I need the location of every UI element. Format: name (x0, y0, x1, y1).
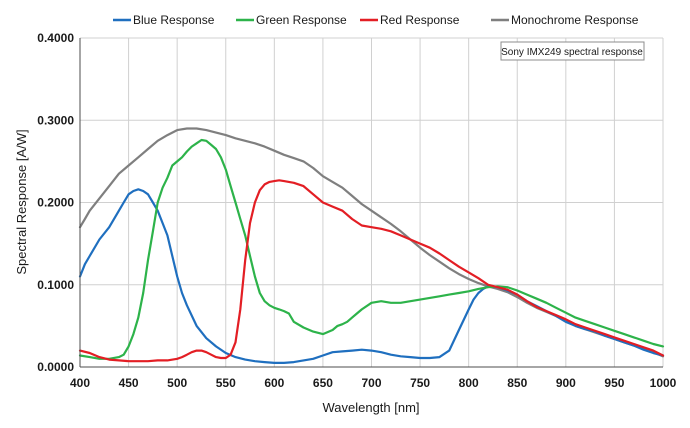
x-tick-labels: 400 450 500 550 600 650 700 750 800 850 900 950 1000 (70, 376, 677, 390)
legend-item-green-response: Green Response (236, 13, 347, 27)
x-tick-label: 900 (556, 376, 576, 390)
legend-label: Red Response (380, 13, 460, 27)
legend-label: Monochrome Response (511, 13, 639, 27)
annotation-text: Sony IMX249 spectral response (501, 47, 643, 58)
x-tick-label: 950 (604, 376, 624, 390)
series-layer (78, 127, 665, 364)
x-tick-label: 400 (70, 376, 90, 390)
x-tick-label: 700 (361, 376, 381, 390)
y-tick-labels: 0.0000 0.1000 0.2000 0.3000 0.4000 (37, 31, 74, 374)
x-axis-title: Wavelength [nm] (322, 400, 419, 415)
x-tick-label: 850 (507, 376, 527, 390)
y-axis-title: Spectral Response [A/W] (14, 129, 29, 274)
x-tick-label: 600 (264, 376, 284, 390)
y-tick-label: 0.4000 (37, 31, 74, 45)
x-tick-label: 750 (410, 376, 430, 390)
x-tick-label: 800 (459, 376, 479, 390)
grid (80, 37, 664, 367)
y-tick-label: 0.3000 (37, 113, 74, 127)
red-response-line (78, 179, 665, 363)
x-tick-label: 1000 (650, 376, 677, 390)
legend-item-blue-response: Blue Response (113, 13, 215, 27)
legend-label: Green Response (256, 13, 347, 27)
x-tick-label: 550 (216, 376, 236, 390)
y-tick-label: 0.1000 (37, 278, 74, 292)
y-tick-label: 0.0000 (37, 360, 74, 374)
x-tick-label: 650 (313, 376, 333, 390)
x-tick-label: 450 (119, 376, 139, 390)
legend: Blue Response Green Response Red Response M… (113, 13, 639, 27)
y-tick-label: 0.2000 (37, 196, 74, 210)
legend-item-monochrome-response: Monochrome Response (491, 13, 639, 27)
legend-item-red-response: Red Response (360, 13, 460, 27)
x-tick-label: 500 (167, 376, 187, 390)
annotation-box (500, 41, 645, 61)
green-response-line (78, 138, 665, 360)
legend-label: Blue Response (133, 13, 215, 27)
